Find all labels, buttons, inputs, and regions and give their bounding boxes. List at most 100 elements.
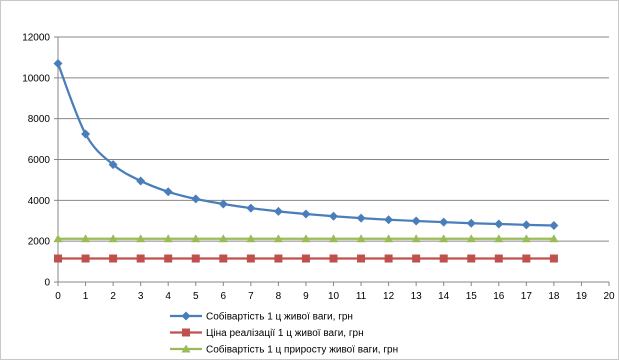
data-point-diamond [301, 209, 311, 219]
x-tick-label: 8 [276, 291, 282, 302]
legend-item-3: Собівартість 1 ц приросту живої ваги, гр… [170, 344, 398, 356]
x-tick-label: 11 [356, 291, 367, 302]
data-point-square [412, 254, 421, 263]
data-point-square [191, 254, 200, 263]
y-tick-label: 2000 [28, 237, 51, 248]
data-point-triangle [191, 234, 201, 243]
data-point-square [246, 254, 255, 263]
x-tick-label: 3 [138, 291, 144, 302]
x-tick-label: 18 [548, 291, 560, 302]
series-layer [53, 59, 559, 263]
data-point-triangle [218, 234, 228, 243]
data-point-diamond [81, 129, 91, 139]
x-tick-label: 0 [55, 291, 61, 302]
data-point-triangle [549, 234, 559, 243]
data-point-diamond [218, 199, 228, 209]
legend: Собівартість 1 ц живої ваги, грн Ціна реа… [170, 311, 398, 356]
data-point-square [494, 254, 503, 263]
data-point-triangle [411, 234, 421, 243]
x-tick-label: 10 [328, 291, 340, 302]
data-point-triangle [273, 234, 283, 243]
data-point-square [54, 254, 62, 263]
data-point-diamond [273, 206, 283, 216]
data-point-triangle [356, 234, 366, 243]
x-tick-label: 4 [165, 291, 171, 302]
x-tick-label: 20 [603, 291, 615, 302]
data-point-diamond [466, 218, 476, 228]
data-point-square [384, 254, 393, 263]
data-point-triangle [246, 234, 256, 243]
data-point-diamond [494, 219, 504, 229]
data-point-diamond [356, 213, 366, 223]
data-point-diamond [136, 176, 146, 186]
x-tick-label: 17 [521, 291, 533, 302]
data-point-triangle [108, 234, 118, 243]
data-point-diamond [108, 160, 118, 170]
data-point-triangle [163, 234, 173, 243]
y-tick-label: 8000 [28, 114, 51, 125]
legend-item-1: Собівартість 1 ц живої ваги, грн [170, 311, 353, 323]
data-point-square [439, 254, 448, 263]
legend-label: Ціна реалізації 1 ц живої ваги, грн [206, 328, 364, 339]
x-tick-label: 9 [303, 291, 309, 302]
x-tick-label: 6 [221, 291, 227, 302]
series-2 [54, 254, 558, 263]
data-point-square [357, 254, 366, 263]
data-point-diamond [246, 203, 256, 213]
data-point-triangle [53, 234, 63, 243]
data-point-square [109, 254, 118, 263]
data-point-diamond [384, 215, 394, 225]
data-point-diamond [53, 59, 63, 69]
x-tick-label: 16 [493, 291, 505, 302]
data-point-triangle [81, 234, 91, 243]
data-point-triangle [494, 234, 504, 243]
x-tick-label: 15 [466, 291, 478, 302]
x-tick-label: 5 [193, 291, 199, 302]
data-point-diamond [411, 216, 421, 226]
data-point-diamond [181, 311, 191, 321]
data-point-square [329, 254, 338, 263]
data-point-triangle [439, 234, 449, 243]
data-point-diamond [549, 220, 559, 230]
data-point-diamond [163, 187, 173, 197]
data-point-square [274, 254, 283, 263]
y-tick-label: 10000 [22, 73, 50, 84]
series-3 [53, 234, 559, 243]
data-point-triangle [181, 344, 191, 353]
legend-item-2: Ціна реалізації 1 ц живої ваги, грн [170, 328, 364, 339]
x-tick-label: 14 [438, 291, 450, 302]
data-point-diamond [521, 220, 531, 230]
x-tick-label: 1 [83, 291, 89, 302]
y-tick-label: 12000 [22, 33, 50, 44]
data-point-square [522, 254, 531, 263]
data-point-triangle [466, 234, 476, 243]
y-tick-label: 6000 [28, 155, 51, 166]
data-point-triangle [301, 234, 311, 243]
data-point-square [136, 254, 145, 263]
data-point-diamond [191, 194, 201, 204]
data-point-diamond [439, 217, 449, 227]
y-tick-label: 4000 [28, 196, 51, 207]
y-tick-label: 0 [44, 278, 50, 289]
x-tick-label: 2 [110, 291, 116, 302]
x-tick-label: 13 [411, 291, 423, 302]
data-point-triangle [521, 234, 531, 243]
data-point-triangle [136, 234, 146, 243]
x-tick-label: 7 [248, 291, 254, 302]
legend-label: Собівартість 1 ц приросту живої ваги, гр… [206, 344, 398, 356]
series-line [56, 63, 554, 227]
legend-label: Собівартість 1 ц живої ваги, грн [206, 311, 353, 323]
data-point-square [182, 328, 190, 337]
series-1 [53, 59, 559, 230]
data-point-square [467, 254, 476, 263]
data-point-square [549, 254, 558, 263]
data-point-diamond [329, 211, 338, 221]
x-tick-label: 12 [383, 291, 395, 302]
data-point-square [219, 254, 228, 263]
x-tick-label: 19 [576, 291, 588, 302]
gridlines [58, 36, 609, 242]
data-point-triangle [329, 234, 338, 243]
